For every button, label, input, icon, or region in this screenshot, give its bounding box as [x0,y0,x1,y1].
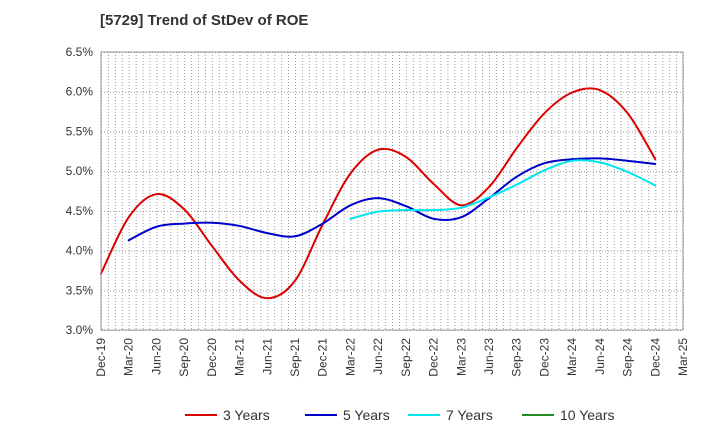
series-line-7-years [349,159,657,220]
x-tick-label: Dec-20 [205,338,219,377]
x-tick-label: Mar-24 [565,338,579,376]
series-line-5-years [127,157,657,242]
x-tick-label: Sep-22 [399,338,413,377]
series-lines [100,87,657,300]
legend-label-10-years: 10 Years [560,407,615,423]
legend: 3 Years 5 Years 7 Years 10 Years [185,407,615,423]
grid [101,52,684,331]
x-tick-label: Sep-23 [510,338,524,377]
x-tick-label: Jun-24 [593,338,607,375]
x-tick-label: Sep-20 [177,338,191,377]
y-tick-label: 4.5% [66,204,94,218]
legend-label-3-years: 3 Years [223,407,270,423]
x-tick-label: Mar-20 [122,338,136,376]
y-tick-label: 5.5% [66,124,94,138]
x-tick-label: Dec-19 [94,338,108,377]
y-tick-label: 6.5% [66,45,94,59]
series-line-3-years [100,87,657,300]
x-tick-label: Mar-22 [343,338,357,376]
legend-label-7-years: 7 Years [446,407,493,423]
plot-frame [100,51,684,331]
y-tick-label: 3.0% [66,323,94,337]
x-tick-label: Dec-21 [316,338,330,377]
x-tick-label: Jun-22 [371,338,385,375]
x-tick-label: Sep-24 [621,338,635,377]
x-tick-label: Jun-23 [482,338,496,375]
x-tick-label: Dec-22 [427,338,441,377]
y-tick-label: 4.0% [66,244,94,258]
x-tick-label: Sep-21 [288,338,302,377]
x-tick-label: Mar-25 [676,338,690,376]
legend-label-5-years: 5 Years [343,407,390,423]
y-tick-label: 6.0% [66,85,94,99]
x-tick-label: Jun-21 [260,338,274,375]
x-axis-ticks: Dec-19 Mar-20 Jun-20 Sep-20 Dec-20 Mar-21 Jun-… [94,338,690,377]
y-tick-label: 5.0% [66,164,94,178]
x-tick-label: Jun-20 [149,338,163,375]
x-tick-label: Mar-21 [233,338,247,376]
x-tick-label: Dec-23 [537,338,551,377]
y-tick-label: 3.5% [66,283,94,297]
x-tick-label: Dec-24 [648,338,662,377]
x-tick-label: Mar-23 [454,338,468,376]
y-axis-ticks: 3.0% 3.5% 4.0% 4.5% 5.0% 5.5% 6.0% 6.5% [66,45,94,337]
chart-title: [5729] Trend of StDev of ROE [100,12,309,29]
